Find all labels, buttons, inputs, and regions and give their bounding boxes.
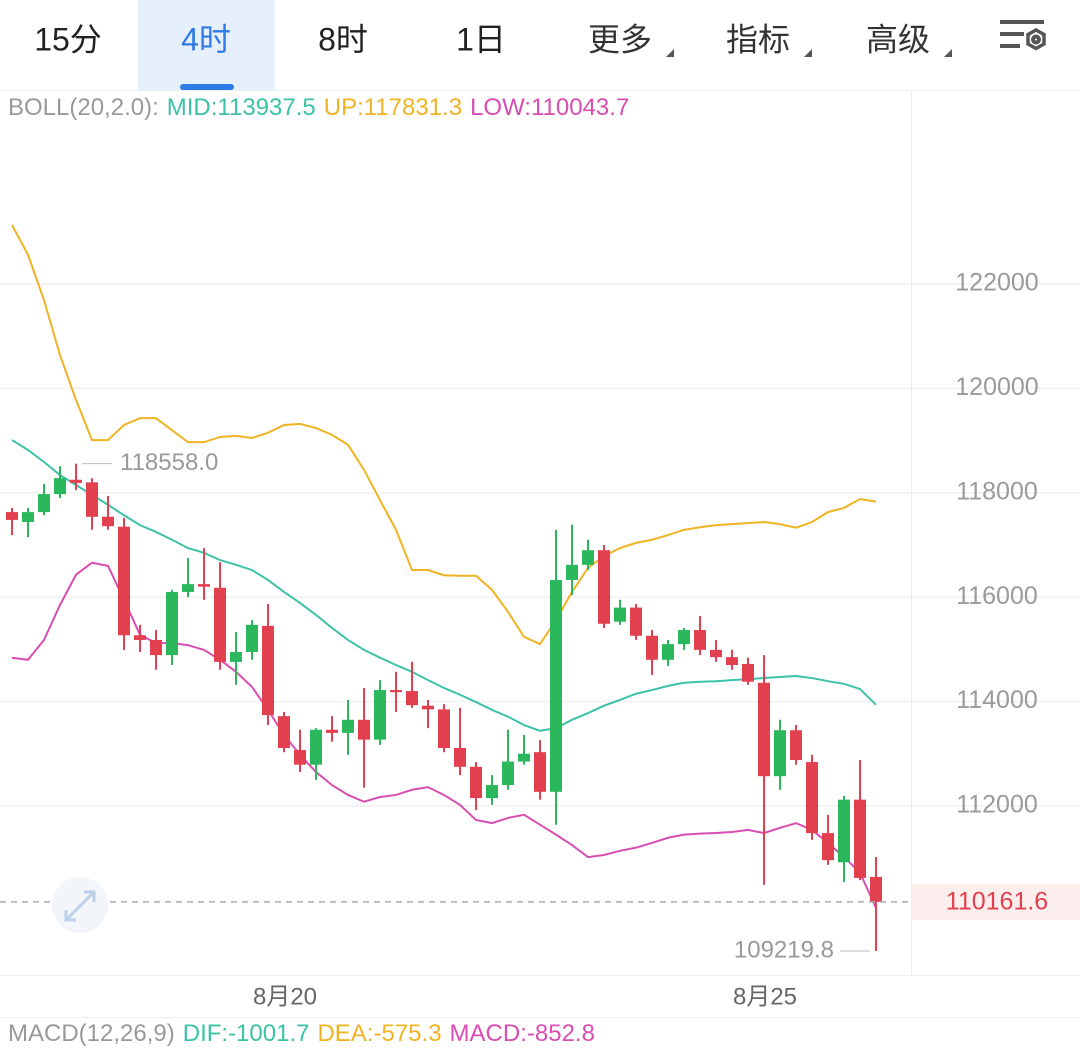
candle-body [518,753,530,762]
tab[interactable]: 1日 [456,21,506,57]
y-tick-label: 112000 [956,791,1038,819]
candle-body [102,516,114,527]
candle-body [502,761,514,786]
boll-line [11,224,877,646]
boll-line [11,439,877,732]
candle-body [790,730,802,760]
candle-body [182,584,194,592]
menu[interactable]: 高级 [866,21,930,57]
candle-body [38,494,50,513]
candle-body [326,729,338,733]
candle-body [870,876,882,902]
candle-body [374,690,386,740]
legend-item: MACD:-852.8 [450,1020,595,1047]
menu-caret [944,49,952,57]
candle-body [694,630,706,650]
x-tick-label: 8月25 [733,983,797,1010]
candle-body [262,625,274,716]
tab[interactable]: 8时 [318,21,368,57]
candle-body [598,550,610,624]
legend-item: UP:117831.3 [324,94,462,121]
menu-caret [804,49,812,57]
zoom-icon [64,890,96,922]
settings-icon[interactable] [1000,20,1046,51]
candle-body [822,833,834,861]
candle-body [854,799,866,878]
candle-body [662,644,674,660]
last-price-label: 110161.6 [946,887,1048,915]
y-tick-label: 122000 [955,269,1038,297]
indicator-legend: BOLL(20,2.0): MID:113937.5 UP:117831.3 LOW:… [8,94,629,121]
candle-body [118,526,130,636]
tab[interactable]: 15分 [34,21,102,57]
candle-body [230,651,242,662]
candle-body [134,635,146,640]
candle-body [390,690,402,693]
candle-body [294,750,306,765]
candle-body [278,716,290,748]
candle-body [406,691,418,706]
candle-body [166,591,178,656]
candle-body [438,709,450,748]
candle-body [454,747,466,767]
candle-body [550,579,562,792]
candle-body [838,799,850,863]
legend-item: DIF:-1001.7 [183,1020,310,1047]
candle-body [486,785,498,799]
candle-body [470,766,482,799]
candle-body [86,482,98,517]
y-tick-label: 120000 [955,373,1038,401]
menu[interactable]: 更多 [588,21,652,57]
candle-body [198,584,210,587]
candle-body [54,478,66,495]
menu-caret [666,49,674,57]
candle-body [310,729,322,765]
legend-item: LOW:110043.7 [470,94,629,121]
candle-body [358,719,370,740]
last-price-tag [912,883,1080,920]
candle-body [614,607,626,622]
candle-body [758,682,770,777]
min-label: 109219.8 [734,936,834,963]
candle-body [726,657,738,666]
tab[interactable]: 4时 [181,21,231,57]
candle-body [70,479,82,483]
legend-item: DEA:-575.3 [317,1020,441,1047]
legend-item: BOLL(20,2.0): [8,94,159,121]
candle-body [774,730,786,777]
x-tick-label: 8月20 [253,983,317,1010]
menu[interactable]: 指标 [726,21,790,57]
active-tab-bg [138,0,275,90]
candle-body [422,705,434,710]
max-label: 118558.0 [120,449,218,476]
candle-body [742,663,754,682]
candle-body [246,624,258,652]
candle-body [22,512,34,523]
legend-item: MACD(12,26,9) [8,1020,175,1047]
legend-item: MID:113937.5 [167,94,316,121]
candle-body [646,635,658,660]
active-tab-indicator [180,84,234,90]
candle-body [566,564,578,580]
y-tick-label: 118000 [956,477,1038,505]
candle-body [342,719,354,733]
candle-body [6,512,18,520]
y-tick-label: 114000 [956,686,1038,714]
y-tick-label: 116000 [956,582,1038,610]
candle-body [630,607,642,636]
candle-body [710,649,722,658]
candle-body [534,752,546,792]
candle-body [678,630,690,645]
indicator-legend: MACD(12,26,9) DIF:-1001.7 DEA:-575.3 MACD:-… [8,1020,595,1047]
candle-body [150,639,162,656]
candle-body [214,587,226,662]
candle-body [806,762,818,834]
candle-body [582,550,594,565]
